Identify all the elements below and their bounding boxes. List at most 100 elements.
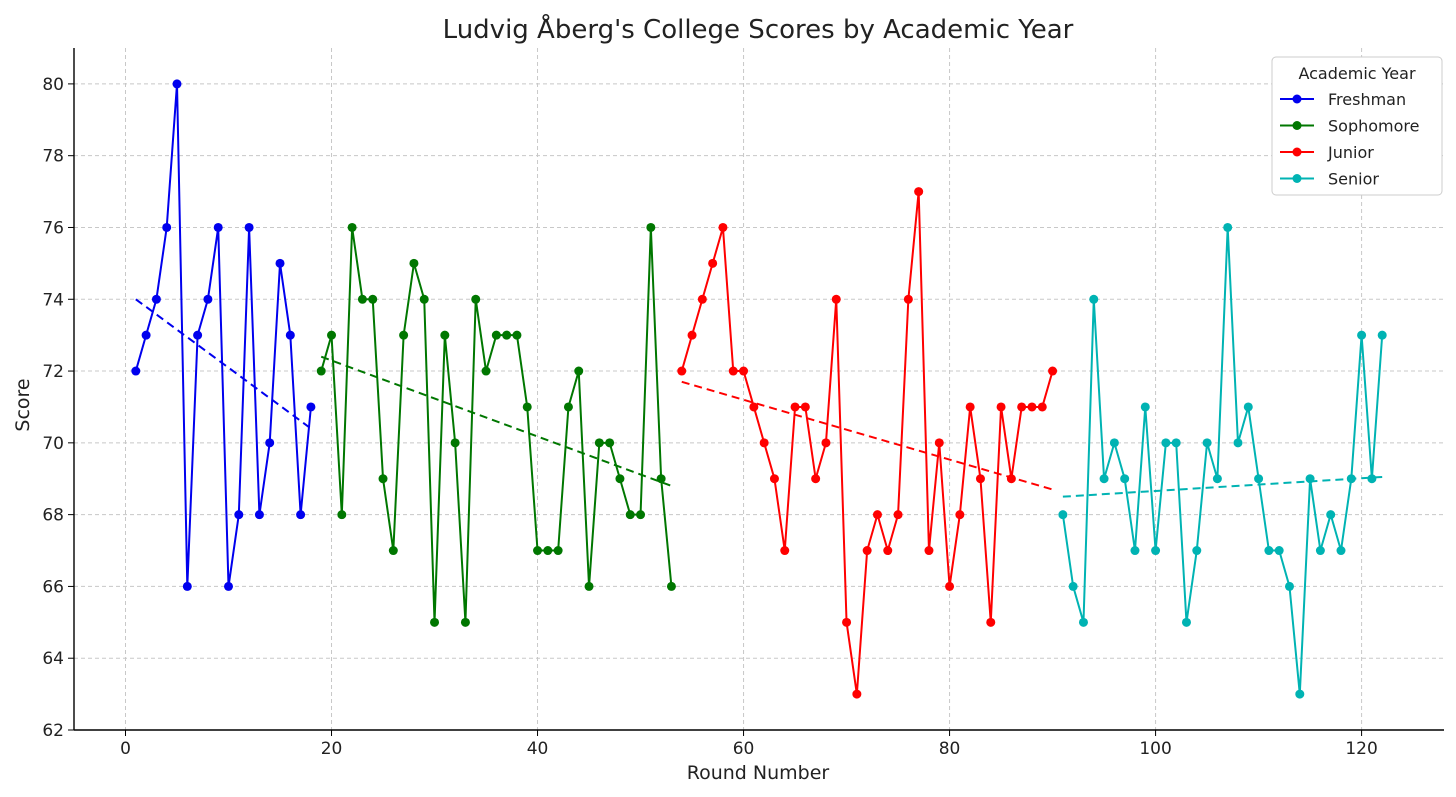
senior-data-point bbox=[1243, 402, 1253, 412]
sophomore-legend-marker bbox=[1292, 121, 1302, 130]
freshman-data-point bbox=[131, 366, 141, 376]
x-tick-label: 20 bbox=[321, 739, 343, 759]
sophomore-series-line bbox=[320, 227, 673, 623]
junior-data-point bbox=[697, 294, 707, 304]
sophomore-data-point bbox=[533, 546, 543, 556]
junior-data-point bbox=[769, 474, 779, 484]
axes: 0 20 40 60 80 100 120 62 64 66 68 70 72 74 76 78 80 bbox=[42, 48, 1444, 759]
junior-data-point bbox=[821, 438, 831, 448]
junior-data-point bbox=[862, 546, 872, 556]
junior-legend-marker bbox=[1292, 147, 1302, 157]
x-axis-label: Round Number bbox=[687, 762, 830, 784]
y-tick-label: 68 bbox=[42, 506, 64, 526]
sophomore-data-point bbox=[481, 366, 491, 376]
junior-data-point bbox=[749, 402, 759, 412]
senior-trend-line bbox=[1062, 475, 1383, 498]
sophomore-data-point bbox=[368, 294, 378, 304]
senior-data-point bbox=[1274, 546, 1284, 556]
sophomore-data-point bbox=[574, 366, 584, 376]
sophomore-data-point bbox=[440, 330, 450, 340]
senior-data-point bbox=[1171, 438, 1181, 448]
sophomore-trend-line bbox=[320, 355, 672, 487]
senior-data-point bbox=[1284, 581, 1294, 591]
junior-data-point bbox=[872, 510, 882, 520]
sophomore-data-point bbox=[388, 546, 398, 556]
freshman-series-line bbox=[134, 83, 312, 587]
freshman-data-point bbox=[306, 402, 316, 412]
junior-data-point bbox=[955, 510, 965, 520]
freshman-data-point bbox=[141, 330, 151, 340]
sophomore-data-point bbox=[605, 438, 615, 448]
senior-data-point bbox=[1367, 474, 1377, 484]
junior-data-point bbox=[842, 617, 852, 627]
sophomore-data-point bbox=[316, 366, 326, 376]
senior-data-point bbox=[1099, 474, 1109, 484]
junior-data-point bbox=[945, 581, 955, 591]
grid bbox=[74, 48, 1444, 731]
junior-data-point bbox=[996, 402, 1006, 412]
junior-data-point bbox=[1027, 402, 1037, 412]
legend-title: Academic Year bbox=[1298, 64, 1415, 83]
sophomore-data-point bbox=[594, 438, 604, 448]
freshman-data-point bbox=[296, 510, 306, 520]
sophomore-data-point bbox=[409, 258, 419, 268]
freshman-trend-line bbox=[135, 298, 312, 430]
sophomore-data-point bbox=[337, 510, 347, 520]
junior-data-point bbox=[914, 187, 924, 197]
y-tick-label: 64 bbox=[42, 649, 64, 669]
junior-data-point bbox=[852, 689, 862, 699]
junior-data-point bbox=[1017, 402, 1027, 412]
senior-data-point bbox=[1305, 474, 1315, 484]
x-tick-label: 100 bbox=[1139, 739, 1171, 759]
junior-data-point bbox=[759, 438, 769, 448]
sophomore-data-point bbox=[563, 402, 573, 412]
junior-data-point bbox=[893, 510, 903, 520]
junior-data-point bbox=[965, 402, 975, 412]
junior-data-point bbox=[687, 330, 697, 340]
junior-data-point bbox=[934, 438, 944, 448]
sophomore-data-point bbox=[430, 617, 440, 627]
senior-data-point bbox=[1377, 330, 1387, 340]
senior-data-point bbox=[1130, 546, 1140, 556]
sophomore-data-point bbox=[347, 222, 357, 232]
legend: Academic Year Freshman Sophomore Junior Sen… bbox=[1271, 56, 1443, 196]
sophomore-data-point bbox=[491, 330, 501, 340]
freshman-data-point bbox=[265, 438, 275, 448]
x-tick-label: 60 bbox=[733, 739, 755, 759]
senior-series-line bbox=[1061, 227, 1384, 695]
freshman-data-point bbox=[172, 79, 182, 89]
freshman-legend-label: Freshman bbox=[1328, 90, 1406, 109]
sophomore-data-point bbox=[471, 294, 481, 304]
sophomore-data-point bbox=[522, 402, 532, 412]
sophomore-data-point bbox=[378, 474, 388, 484]
freshman-data-point bbox=[244, 222, 254, 232]
freshman-data-point bbox=[254, 510, 264, 520]
junior-data-point bbox=[718, 222, 728, 232]
junior-data-point bbox=[677, 366, 687, 376]
freshman-data-point bbox=[275, 258, 285, 268]
senior-data-point bbox=[1161, 438, 1171, 448]
y-tick-label: 72 bbox=[42, 362, 64, 382]
junior-data-point bbox=[924, 546, 934, 556]
senior-data-point bbox=[1295, 689, 1305, 699]
senior-data-point bbox=[1068, 581, 1078, 591]
junior-data-point bbox=[883, 546, 893, 556]
junior-data-point bbox=[708, 258, 718, 268]
sophomore-data-point bbox=[636, 510, 646, 520]
junior-data-point bbox=[986, 617, 996, 627]
junior-data-point bbox=[903, 294, 913, 304]
y-tick-label: 66 bbox=[42, 577, 64, 597]
senior-data-point bbox=[1109, 438, 1119, 448]
senior-data-point bbox=[1078, 617, 1088, 627]
senior-data-point bbox=[1140, 402, 1150, 412]
freshman-data-point bbox=[234, 510, 244, 520]
sophomore-data-point bbox=[512, 330, 522, 340]
junior-data-point bbox=[811, 474, 821, 484]
sophomore-data-point bbox=[625, 510, 635, 520]
sophomore-data-point bbox=[502, 330, 512, 340]
junior-data-point bbox=[1037, 402, 1047, 412]
sophomore-data-point bbox=[450, 438, 460, 448]
junior-data-point bbox=[1006, 474, 1016, 484]
sophomore-data-point bbox=[419, 294, 429, 304]
